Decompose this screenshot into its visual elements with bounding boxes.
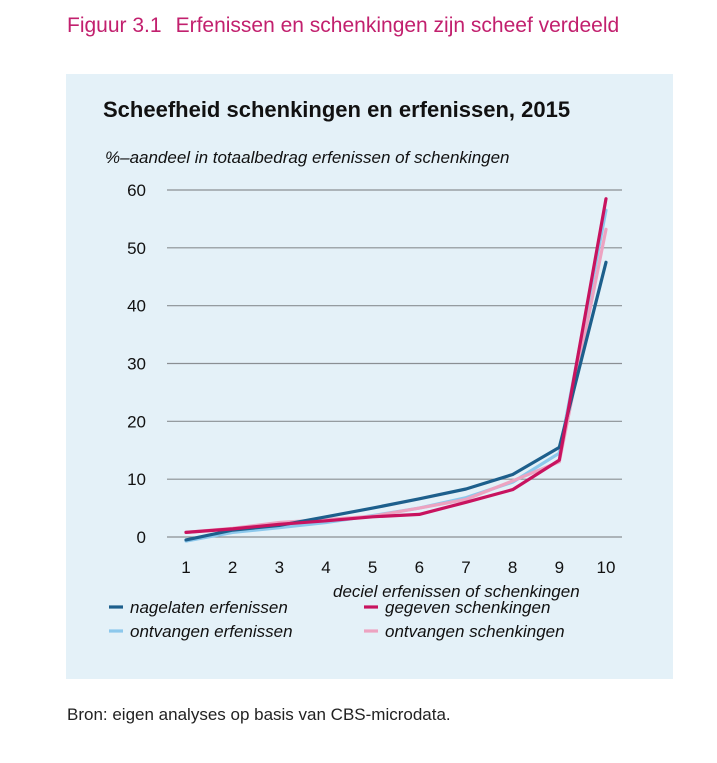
x-tick-label: 10 bbox=[597, 558, 616, 577]
x-tick-label: 2 bbox=[228, 558, 237, 577]
x-tick-label: 6 bbox=[415, 558, 424, 577]
series-line-2 bbox=[184, 197, 608, 535]
y-tick-label: 50 bbox=[127, 239, 146, 258]
y-tick-label: 20 bbox=[127, 412, 146, 431]
series-line-3 bbox=[184, 208, 608, 543]
x-axis-label: deciel erfenissen of schenkingen bbox=[333, 582, 580, 601]
series-line-1 bbox=[184, 260, 608, 542]
y-tick-label: 60 bbox=[127, 181, 146, 200]
figure-number: Figuur 3.1 bbox=[67, 14, 162, 37]
source-note: Bron: eigen analyses op basis van CBS-mi… bbox=[67, 705, 451, 724]
chart-title: Scheefheid schenkingen en erfenissen, 20… bbox=[103, 97, 570, 122]
figure-title: Figuur 3.1 Erfenissen en schenkingen zijn… bbox=[67, 14, 619, 38]
x-tick-label: 1 bbox=[181, 558, 190, 577]
y-tick-label: 30 bbox=[127, 355, 146, 374]
y-tick-label: 40 bbox=[127, 297, 146, 316]
legend-label: nagelaten erfenissen bbox=[130, 598, 288, 617]
x-tick-label: 4 bbox=[321, 558, 330, 577]
x-tick-label: 8 bbox=[508, 558, 517, 577]
legend-label: gegeven schenkingen bbox=[385, 598, 550, 617]
legend-label: ontvangen schenkingen bbox=[385, 622, 565, 641]
figure-title-text: Erfenissen en schenkingen zijn scheef ve… bbox=[175, 14, 620, 37]
y-tick-label: 0 bbox=[137, 528, 146, 547]
chart-panel bbox=[66, 74, 673, 679]
series-line-4 bbox=[184, 227, 608, 535]
x-tick-label: 9 bbox=[555, 558, 564, 577]
x-tick-label: 7 bbox=[461, 558, 470, 577]
x-tick-label: 5 bbox=[368, 558, 377, 577]
y-tick-label: 10 bbox=[127, 470, 146, 489]
x-tick-label: 3 bbox=[275, 558, 284, 577]
legend-label: ontvangen erfenissen bbox=[130, 622, 293, 641]
y-axis-label: %–aandeel in totaalbedrag erfenissen of … bbox=[105, 148, 510, 167]
